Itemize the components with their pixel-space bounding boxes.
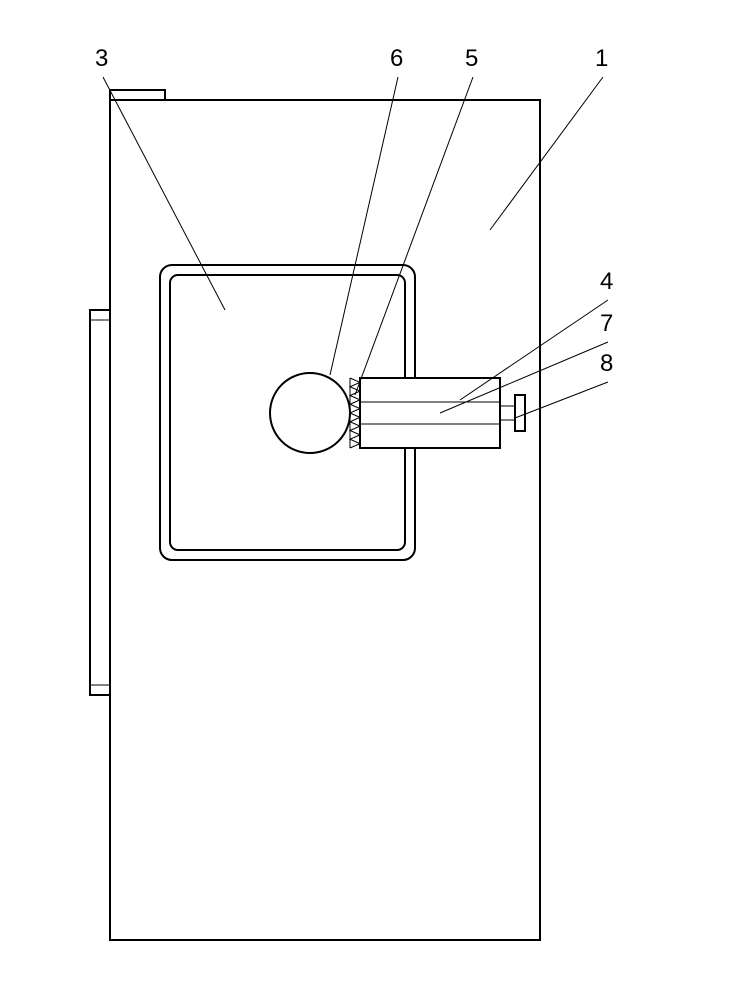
callout-label-5: 5 (465, 45, 478, 73)
callout-label-1: 1 (595, 45, 608, 73)
callout-label-8: 8 (600, 350, 613, 378)
diagram-canvas: 3 6 5 1 4 7 8 (0, 0, 739, 1000)
callout-label-3: 3 (95, 45, 108, 73)
callout-label-7: 7 (600, 310, 613, 338)
callout-label-6: 6 (390, 45, 403, 73)
callout-label-4: 4 (600, 268, 613, 296)
technical-drawing-svg (0, 0, 739, 1000)
